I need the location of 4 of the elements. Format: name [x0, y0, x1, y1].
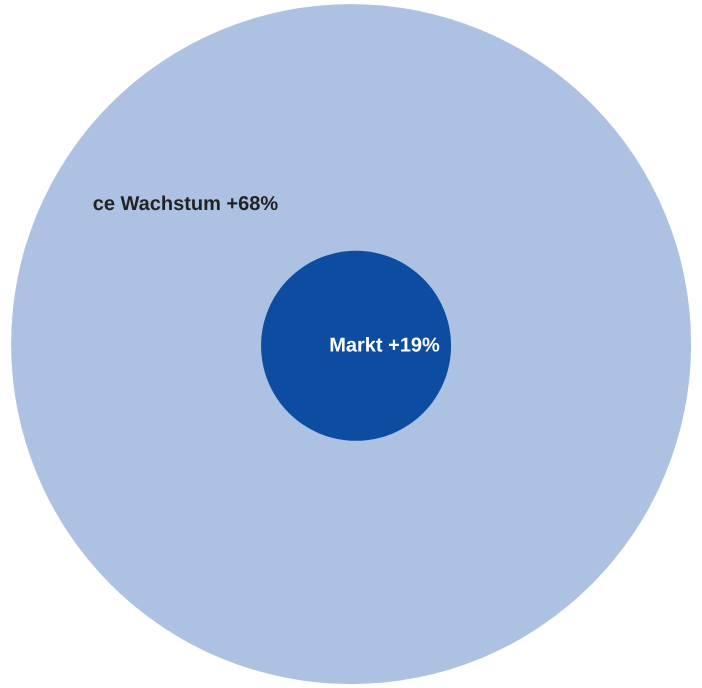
category-label: ce Wachstum — [92, 193, 221, 216]
data-label: +68% — [226, 193, 278, 216]
data-label: +19% — [388, 334, 440, 356]
category-label: Markt — [329, 334, 383, 356]
